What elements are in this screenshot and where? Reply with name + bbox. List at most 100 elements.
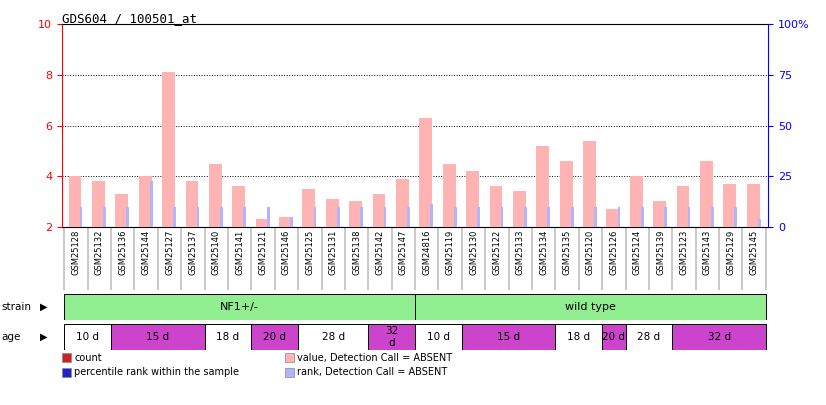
Text: GSM25137: GSM25137	[188, 230, 197, 275]
Text: GSM25146: GSM25146	[282, 230, 291, 275]
Bar	[64, 294, 415, 320]
Bar	[700, 161, 713, 227]
Bar	[734, 207, 738, 227]
Text: GSM25123: GSM25123	[680, 230, 689, 275]
Text: GSM25143: GSM25143	[703, 230, 712, 275]
Text: GSM25128: GSM25128	[72, 230, 80, 275]
Bar	[314, 207, 316, 227]
Bar	[150, 181, 153, 227]
Bar	[466, 171, 479, 227]
Bar	[197, 207, 199, 227]
Text: 20 d: 20 d	[263, 332, 287, 342]
Text: strain: strain	[2, 302, 31, 312]
Text: 10 d: 10 d	[76, 332, 99, 342]
Bar	[524, 207, 527, 227]
Bar	[103, 207, 106, 227]
Bar	[490, 186, 502, 227]
Text: 15 d: 15 d	[497, 332, 520, 342]
Text: GSM25129: GSM25129	[726, 230, 735, 275]
Bar	[256, 219, 268, 227]
Text: 18 d: 18 d	[567, 332, 591, 342]
Text: GSM25141: GSM25141	[235, 230, 244, 275]
Bar	[606, 209, 620, 227]
Text: 18 d: 18 d	[216, 332, 240, 342]
Bar	[747, 184, 760, 227]
Bar	[209, 164, 222, 227]
Text: rank, Detection Call = ABSENT: rank, Detection Call = ABSENT	[297, 367, 448, 377]
Text: GSM25125: GSM25125	[306, 230, 315, 275]
Text: 10 d: 10 d	[427, 332, 450, 342]
Bar	[602, 324, 625, 350]
Bar	[232, 186, 245, 227]
Bar	[625, 324, 672, 350]
Bar	[555, 324, 602, 350]
Bar	[653, 202, 666, 227]
Bar	[641, 207, 643, 227]
Bar	[630, 176, 643, 227]
Text: value, Detection Call = ABSENT: value, Detection Call = ABSENT	[297, 352, 453, 362]
Bar	[325, 199, 339, 227]
Text: 15 d: 15 d	[146, 332, 169, 342]
Bar	[430, 204, 434, 227]
Bar	[285, 353, 294, 362]
Bar	[407, 207, 410, 227]
Bar	[79, 207, 83, 227]
Text: ▶: ▶	[40, 302, 47, 312]
Bar	[244, 207, 246, 227]
Bar	[298, 324, 368, 350]
Text: 32
d: 32 d	[385, 326, 398, 348]
Bar	[186, 181, 198, 227]
Text: GSM25124: GSM25124	[633, 230, 642, 275]
Bar	[594, 207, 597, 227]
Bar	[349, 202, 362, 227]
Bar	[64, 324, 111, 350]
Text: GSM25142: GSM25142	[376, 230, 384, 275]
Text: GSM25127: GSM25127	[165, 230, 174, 275]
Text: 32 d: 32 d	[708, 332, 731, 342]
Text: GSM25122: GSM25122	[492, 230, 501, 275]
Text: GSM25134: GSM25134	[539, 230, 548, 275]
Bar	[688, 207, 691, 227]
Bar	[711, 207, 714, 227]
Bar	[724, 184, 736, 227]
Bar	[69, 176, 82, 227]
Bar	[676, 186, 690, 227]
Text: GSM25139: GSM25139	[656, 230, 665, 275]
Text: percentile rank within the sample: percentile rank within the sample	[74, 367, 240, 377]
Bar	[420, 118, 432, 227]
Text: GSM25147: GSM25147	[399, 230, 408, 275]
Bar	[205, 324, 251, 350]
Bar	[62, 353, 71, 362]
Text: GSM25136: GSM25136	[118, 230, 127, 275]
Text: GSM25130: GSM25130	[469, 230, 478, 275]
Text: wild type: wild type	[565, 302, 616, 312]
Bar	[757, 219, 761, 227]
Text: GSM25140: GSM25140	[211, 230, 221, 275]
Bar	[415, 294, 766, 320]
Text: 28 d: 28 d	[321, 332, 344, 342]
Bar	[462, 324, 555, 350]
Bar	[501, 207, 503, 227]
Bar	[116, 194, 128, 227]
Bar	[536, 146, 549, 227]
Bar	[220, 207, 223, 227]
Bar	[279, 217, 292, 227]
Bar	[571, 207, 573, 227]
Bar	[139, 176, 152, 227]
Bar	[443, 164, 456, 227]
Bar	[302, 189, 316, 227]
Bar	[360, 207, 363, 227]
Text: GSM25144: GSM25144	[141, 230, 150, 275]
Bar	[477, 207, 480, 227]
Text: count: count	[74, 352, 102, 362]
Bar	[453, 207, 457, 227]
Text: age: age	[2, 332, 21, 342]
Bar	[583, 141, 596, 227]
Text: GSM25132: GSM25132	[95, 230, 104, 275]
Text: 20 d: 20 d	[602, 332, 625, 342]
Bar	[290, 217, 293, 227]
Bar	[337, 207, 339, 227]
Text: GSM25138: GSM25138	[352, 230, 361, 275]
Bar	[415, 324, 462, 350]
Bar	[173, 207, 176, 227]
